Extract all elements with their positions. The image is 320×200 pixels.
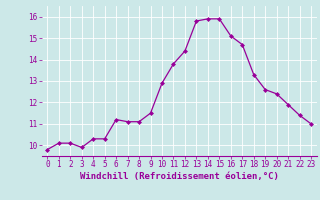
- X-axis label: Windchill (Refroidissement éolien,°C): Windchill (Refroidissement éolien,°C): [80, 172, 279, 181]
